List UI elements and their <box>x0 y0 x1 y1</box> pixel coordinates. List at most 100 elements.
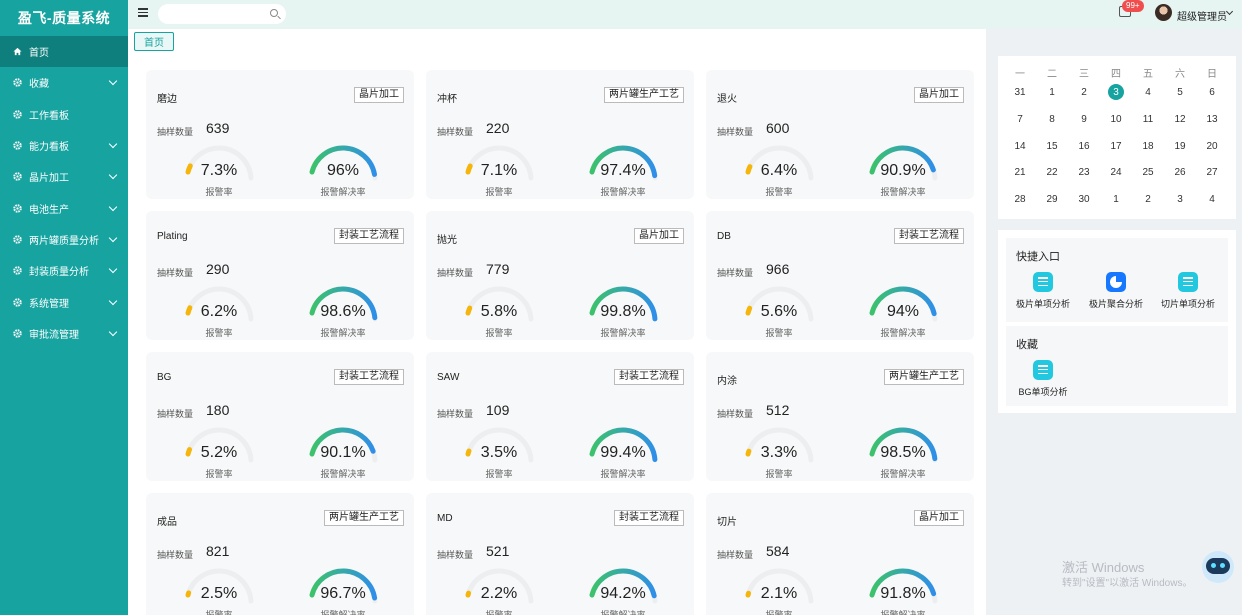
sidebar-item-9[interactable]: 审批流管理 <box>0 318 128 349</box>
calendar-day[interactable]: 3 <box>1177 194 1183 206</box>
search-input[interactable] <box>158 4 286 24</box>
quick-entry-label: BG单项分析 <box>1018 387 1068 397</box>
sidebar-item-4[interactable]: 晶片加工 <box>0 161 128 192</box>
calendar-day[interactable]: 6 <box>1209 87 1215 98</box>
resolve-rate-gauge: 99.4% 报警解决率 <box>586 426 660 479</box>
calendar-day[interactable]: 20 <box>1206 140 1218 152</box>
tab-home[interactable]: 首页 <box>134 32 174 51</box>
process-card[interactable]: 磨边 晶片加工 抽样数量 639 7.3% 报警率 96% 报警解决率 <box>146 70 414 199</box>
sidebar-item-0[interactable]: 首页 <box>0 36 128 68</box>
calendar-day[interactable]: 29 <box>1046 194 1058 206</box>
calendar-day[interactable]: 4 <box>1209 194 1215 206</box>
list-icon <box>1033 272 1053 292</box>
gauge-track <box>465 145 534 181</box>
chevron-down-icon <box>108 77 118 86</box>
sample-count-label: 抽样数量 <box>437 268 474 278</box>
sidebar-item-3[interactable]: 能力看板 <box>0 130 128 161</box>
card-tag: 晶片加工 <box>914 87 964 103</box>
card-title: 退火 <box>717 94 737 105</box>
calendar-day[interactable]: 19 <box>1174 140 1186 152</box>
calendar-day[interactable]: 17 <box>1110 140 1122 152</box>
calendar-day[interactable]: 25 <box>1142 167 1154 179</box>
calendar-day[interactable]: 4 <box>1145 87 1151 98</box>
calendar-day[interactable]: 22 <box>1046 167 1058 179</box>
sample-count-value: 966 <box>766 261 790 277</box>
calendar-day[interactable]: 13 <box>1206 113 1218 125</box>
sidebar-item-5[interactable]: 电池生产 <box>0 192 128 223</box>
chevron-down-icon[interactable] <box>1225 7 1234 16</box>
gear-icon <box>13 141 22 150</box>
calendar-day[interactable]: 30 <box>1078 194 1090 206</box>
calendar-day[interactable]: 27 <box>1206 167 1218 179</box>
chevron-down-icon <box>108 327 118 337</box>
resolve-rate-gauge: 96.7% 报警解决率 <box>306 567 380 615</box>
resolve-rate-gauge: 98.5% 报警解决率 <box>866 426 940 479</box>
user-name[interactable]: 超级管理员 <box>1177 12 1227 23</box>
quick-entry-item[interactable]: 切片单项分析 <box>1151 272 1225 310</box>
calendar-day[interactable]: 1 <box>1049 87 1055 98</box>
quick-entry-item[interactable]: 极片聚合分析 <box>1079 272 1153 310</box>
calendar-day[interactable]: 2 <box>1145 194 1151 206</box>
avatar[interactable] <box>1155 4 1172 21</box>
calendar-day[interactable]: 10 <box>1110 113 1122 125</box>
process-card[interactable]: 内涂 两片罐生产工艺 抽样数量 512 3.3% 报警率 98.5% 报警解决率 <box>706 352 974 481</box>
sidebar-item-label: 工作看板 <box>29 110 69 122</box>
calendar-day[interactable]: 15 <box>1046 140 1058 152</box>
calendar-day[interactable]: 3 <box>1113 87 1119 98</box>
process-card[interactable]: 抛光 晶片加工 抽样数量 779 5.8% 报警率 99.8% 报警解决率 <box>426 211 694 340</box>
process-card[interactable]: 冲杯 两片罐生产工艺 抽样数量 220 7.1% 报警率 97.4% 报警解决率 <box>426 70 694 199</box>
calendar-day[interactable]: 26 <box>1174 167 1186 179</box>
calendar-day[interactable]: 18 <box>1142 140 1154 152</box>
calendar-day[interactable]: 7 <box>1017 113 1023 125</box>
calendar-day[interactable]: 14 <box>1014 140 1026 152</box>
calendar-day[interactable]: 16 <box>1078 140 1090 152</box>
gauge-label: 报警解决率 <box>320 187 366 197</box>
sidebar-item-7[interactable]: 封装质量分析 <box>0 255 128 286</box>
quick-entry-label: 极片聚合分析 <box>1088 299 1143 309</box>
gauge-label: 报警解决率 <box>880 187 926 197</box>
calendar-day[interactable]: 31 <box>1014 87 1026 98</box>
process-card[interactable]: Plating 封装工艺流程 抽样数量 290 6.2% 报警率 98.6% 报警解决率 <box>146 211 414 340</box>
calendar-day[interactable]: 28 <box>1014 194 1026 206</box>
menu-toggle-icon[interactable] <box>138 8 148 18</box>
process-card[interactable]: SAW 封装工艺流程 抽样数量 109 3.5% 报警率 99.4% 报警解决率 <box>426 352 694 481</box>
quick-entry-item[interactable]: 极片单项分析 <box>1006 272 1080 310</box>
quick-entry-item[interactable]: BG单项分析 <box>1006 360 1080 398</box>
gauge-value: 2.2% <box>480 585 518 602</box>
calendar-day[interactable]: 11 <box>1142 113 1154 125</box>
sidebar-item-1[interactable]: 收藏 <box>0 67 128 98</box>
card-tag: 两片罐生产工艺 <box>324 510 404 526</box>
sample-count-value: 779 <box>486 261 510 277</box>
process-card[interactable]: 切片 晶片加工 抽样数量 584 2.1% 报警率 91.8% 报警解决率 <box>706 493 974 615</box>
sidebar-item-6[interactable]: 两片罐质量分析 <box>0 224 128 255</box>
gauge-value: 98.5% <box>880 444 926 461</box>
assistant-robot-icon[interactable] <box>1202 551 1234 583</box>
alarm-rate-gauge: 7.1% 报警率 <box>462 144 536 197</box>
calendar-day[interactable]: 8 <box>1049 113 1055 125</box>
process-card[interactable]: MD 封装工艺流程 抽样数量 521 2.2% 报警率 94.2% 报警解决率 <box>426 493 694 615</box>
alarm-rate-gauge: 3.5% 报警率 <box>462 426 536 479</box>
gauge-fill <box>589 145 658 179</box>
process-card[interactable]: BG 封装工艺流程 抽样数量 180 5.2% 报警率 90.1% 报警解决率 <box>146 352 414 481</box>
calendar-day[interactable]: 2 <box>1081 87 1087 98</box>
process-card[interactable]: 成品 两片罐生产工艺 抽样数量 821 2.5% 报警率 96.7% 报警解决率 <box>146 493 414 615</box>
favorites-title: 收藏 <box>1016 339 1038 351</box>
calendar-day[interactable]: 24 <box>1110 167 1122 179</box>
sidebar-nav: 首页 收藏工作看板能力看板 晶片加工 电池生产 两片罐质量分析 封装质量分析 系统管理 审批流… <box>0 36 128 349</box>
process-card[interactable]: 退火 晶片加工 抽样数量 600 6.4% 报警率 90.9% 报警解决率 <box>706 70 974 199</box>
process-card[interactable]: DB 封装工艺流程 抽样数量 966 5.6% 报警率 94% 报警解决率 <box>706 211 974 340</box>
calendar-day[interactable]: 12 <box>1174 113 1186 125</box>
sidebar-item-8[interactable]: 系统管理 <box>0 286 128 317</box>
calendar-day[interactable]: 5 <box>1177 87 1183 98</box>
calendar-day[interactable]: 21 <box>1014 167 1026 179</box>
sample-count-label: 抽样数量 <box>157 550 194 560</box>
calendar-day[interactable]: 23 <box>1078 167 1090 179</box>
sidebar-item-2[interactable]: 工作看板 <box>0 99 128 130</box>
gauge-fill <box>185 163 193 175</box>
alarm-rate-gauge: 2.1% 报警率 <box>742 567 816 615</box>
calendar-day[interactable]: 9 <box>1081 113 1087 125</box>
search-icon[interactable] <box>270 9 278 17</box>
gauge-fill <box>185 590 192 598</box>
sample-count-value: 639 <box>206 120 230 136</box>
calendar-day[interactable]: 1 <box>1113 194 1119 206</box>
